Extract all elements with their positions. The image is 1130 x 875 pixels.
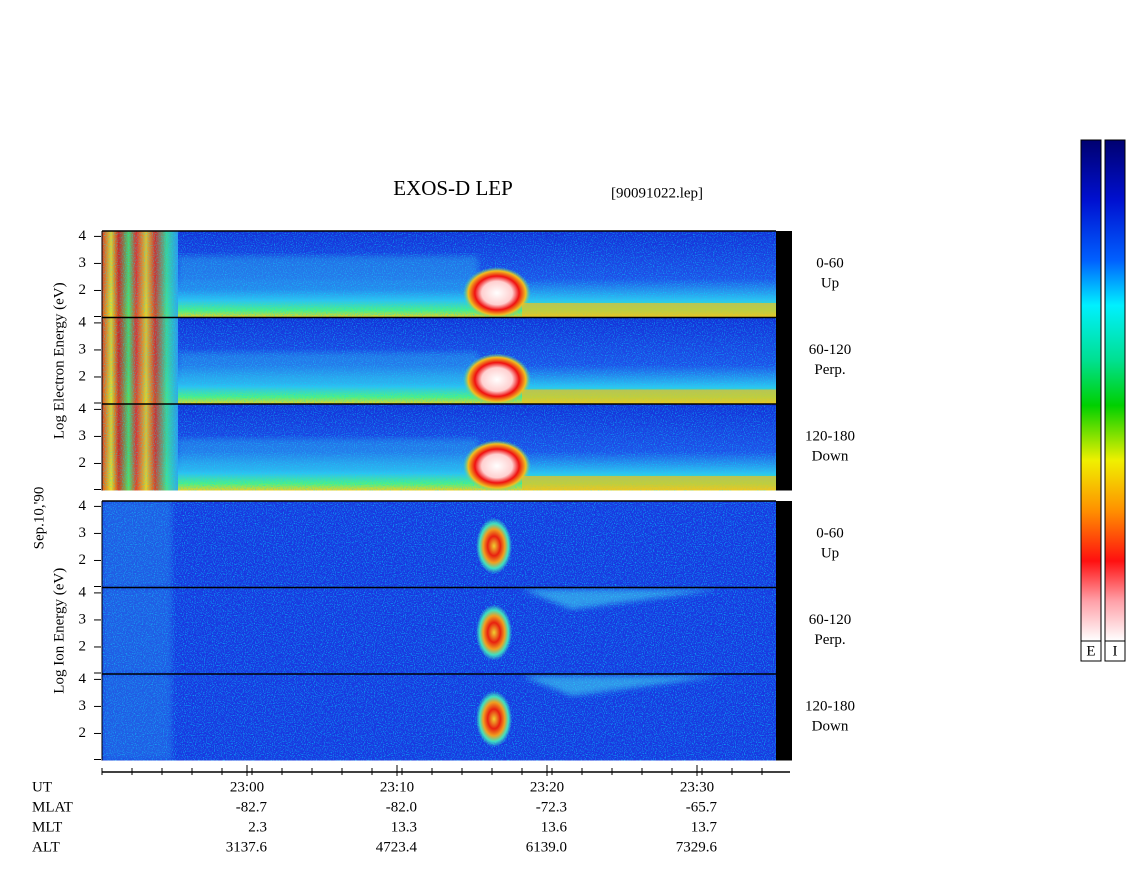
row-value: 6139.0: [526, 839, 567, 855]
direction-label: Perp.: [814, 362, 845, 378]
angle-label: 0-60: [816, 525, 844, 541]
time-label: 23:00: [230, 779, 264, 795]
row-name: MLAT: [32, 799, 73, 815]
angle-label: 120-180: [805, 428, 855, 444]
row-value: 13.6: [541, 819, 568, 835]
hot-noise: [102, 404, 178, 491]
data-gap: [776, 501, 792, 761]
row-value: 13.7: [691, 819, 718, 835]
direction-label: Up: [821, 545, 839, 561]
angle-label: 0-60: [816, 255, 844, 271]
cool-haze: [178, 256, 478, 286]
color-bar: [1080, 139, 1102, 642]
burst: [463, 440, 531, 491]
y-tick-label: 2: [79, 638, 87, 654]
y-tick-label: 3: [79, 255, 87, 271]
time-label: 23:30: [680, 779, 714, 795]
row-name: ALT: [32, 839, 60, 855]
left-glow: [102, 587, 172, 674]
direction-label: Perp.: [814, 632, 845, 648]
spectrogram: [102, 231, 776, 318]
time-label: 23:20: [530, 779, 564, 795]
color-bar: [1104, 139, 1126, 642]
low-band: [522, 476, 776, 490]
wedge: [522, 676, 722, 696]
date: Sep.10,'90: [31, 487, 47, 550]
y-tick-label: 4: [79, 584, 87, 600]
direction-label: Down: [812, 718, 849, 734]
y-tick-label: 3: [79, 698, 87, 714]
row-value: -82.0: [386, 799, 417, 815]
row-value: 13.3: [391, 819, 417, 835]
wedge: [522, 589, 722, 610]
spectrogram: [102, 587, 776, 674]
cool-haze: [178, 352, 478, 383]
y-tick-label: 3: [79, 611, 87, 627]
left-glow: [102, 674, 172, 761]
title: EXOS-D LEP: [393, 176, 513, 200]
direction-label: Down: [812, 448, 849, 464]
y-tick-label: 4: [79, 671, 87, 687]
angle-label: 60-120: [809, 342, 852, 358]
y-axis-label: Log Electron Energy (eV): [51, 282, 67, 439]
direction-label: Up: [821, 275, 839, 291]
data-gap: [776, 231, 792, 491]
burst: [463, 267, 531, 318]
hot-noise: [102, 231, 178, 318]
row-value: -65.7: [686, 799, 718, 815]
row-name: UT: [32, 779, 52, 795]
spectrogram: [102, 501, 776, 588]
y-tick-label: 4: [79, 314, 87, 330]
row-value: 2.3: [248, 819, 267, 835]
y-tick-label: 2: [79, 282, 87, 298]
file-name: [90091022.lep]: [611, 185, 703, 201]
burst: [463, 353, 531, 404]
y-tick-label: 4: [79, 498, 87, 514]
hot-noise: [102, 317, 178, 404]
y-tick-label: 2: [79, 552, 87, 568]
low-band: [522, 303, 776, 317]
y-tick-label: 3: [79, 525, 87, 541]
y-tick-label: 2: [79, 725, 87, 741]
row-name: MLT: [32, 819, 62, 835]
y-tick-label: 2: [79, 368, 87, 384]
noise: [102, 587, 776, 674]
color-bar-label: I: [1113, 643, 1118, 659]
y-tick-label: 3: [79, 341, 87, 357]
left-glow: [102, 501, 172, 588]
time-label: 23:10: [380, 779, 414, 795]
spectrogram: [102, 404, 776, 491]
row-value: 4723.4: [376, 839, 418, 855]
y-tick-label: 4: [79, 228, 87, 244]
row-value: 7329.6: [676, 839, 718, 855]
color-bar-box: [1080, 640, 1102, 662]
noise: [102, 674, 776, 761]
row-value: 3137.6: [226, 839, 268, 855]
low-band: [522, 389, 776, 404]
color-bar-box: [1104, 640, 1126, 662]
row-value: -72.3: [536, 799, 567, 815]
y-tick-label: 3: [79, 428, 87, 444]
row-value: -82.7: [236, 799, 268, 815]
noise: [102, 501, 776, 588]
burst: [476, 518, 512, 574]
angle-label: 60-120: [809, 612, 852, 628]
cool-haze: [178, 439, 478, 469]
y-tick-label: 2: [79, 455, 87, 471]
spectrogram: [102, 674, 776, 761]
burst: [476, 604, 512, 661]
burst: [476, 691, 512, 747]
y-tick-label: 4: [79, 401, 87, 417]
angle-label: 120-180: [805, 698, 855, 714]
spectrogram: [102, 317, 776, 404]
color-bar-label: E: [1086, 643, 1095, 659]
y-axis-label: Log Ion Energy (eV): [51, 568, 67, 694]
